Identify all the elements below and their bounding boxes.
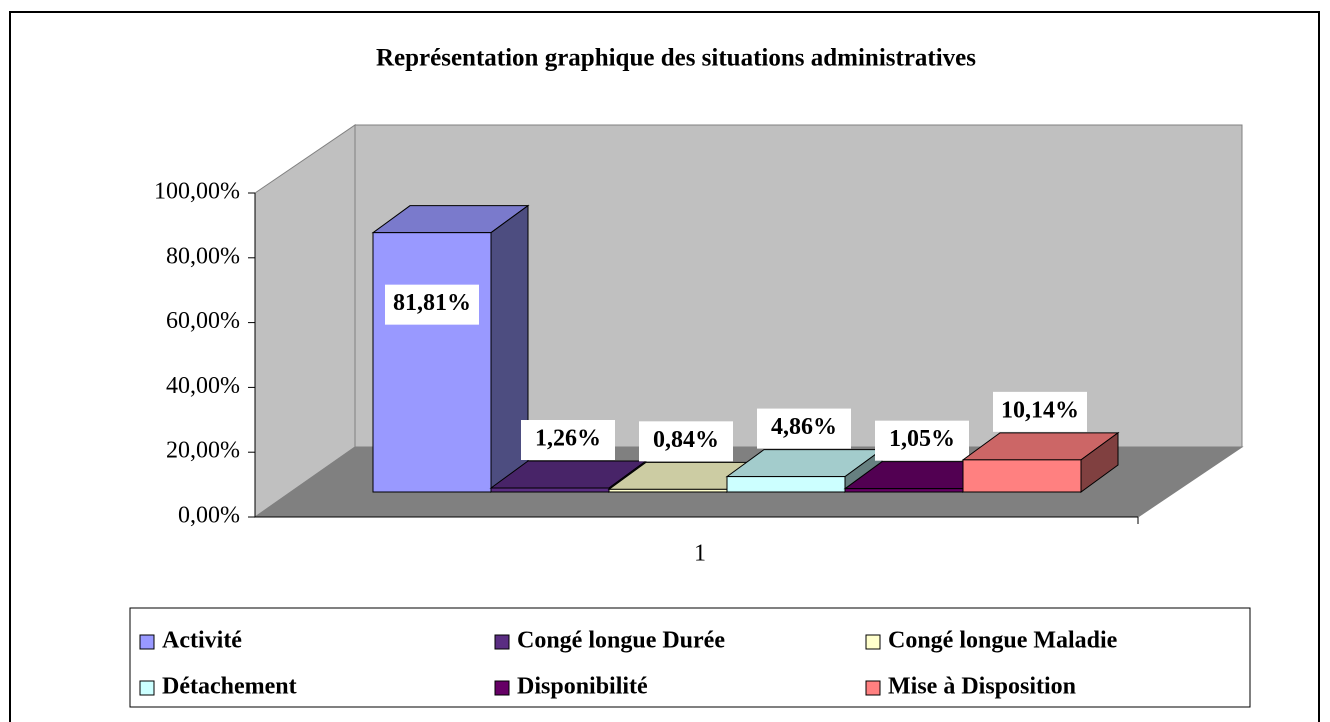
data-label-box	[639, 421, 733, 462]
legend-swatch	[494, 634, 510, 650]
data-label-box	[385, 284, 479, 325]
bar	[608, 488, 728, 493]
chart-title: Représentation graphique des situations …	[376, 45, 976, 72]
bar	[372, 232, 492, 493]
data-label: 10,14%	[1001, 397, 1079, 423]
bar	[726, 476, 846, 493]
data-label-box	[875, 420, 969, 461]
data-label-box	[757, 408, 851, 449]
y-tick-label: 100,00%	[154, 179, 240, 205]
x-tick-label: 1	[694, 541, 706, 567]
legend-label: Activité	[162, 628, 242, 654]
y-tick-label: 0,00%	[178, 503, 240, 529]
y-tick-label: 80,00%	[166, 243, 240, 269]
legend-swatch	[865, 680, 881, 696]
bar	[962, 459, 1082, 493]
legend-swatch	[865, 634, 881, 650]
legend-label: Congé longue Maladie	[888, 628, 1118, 654]
y-tick-label: 40,00%	[166, 373, 240, 399]
data-label: 0,84%	[653, 427, 719, 453]
legend-label: Détachement	[162, 674, 297, 700]
legend-swatch	[139, 634, 155, 650]
legend-swatch	[494, 680, 510, 696]
data-label: 81,81%	[393, 290, 471, 316]
legend-swatch	[139, 680, 155, 696]
data-label: 1,26%	[535, 426, 601, 452]
y-tick-label: 60,00%	[166, 308, 240, 334]
legend-label: Disponibilité	[517, 674, 648, 700]
data-label: 1,05%	[889, 426, 955, 452]
legend	[129, 607, 1251, 708]
data-label-box	[993, 391, 1087, 432]
bar	[490, 487, 610, 493]
legend-label: Mise à Disposition	[888, 674, 1076, 700]
legend-label: Congé longue Durée	[517, 628, 725, 654]
y-tick-label: 20,00%	[166, 438, 240, 464]
data-label-box	[521, 420, 615, 461]
data-label: 4,86%	[771, 414, 837, 440]
bar	[844, 488, 964, 493]
